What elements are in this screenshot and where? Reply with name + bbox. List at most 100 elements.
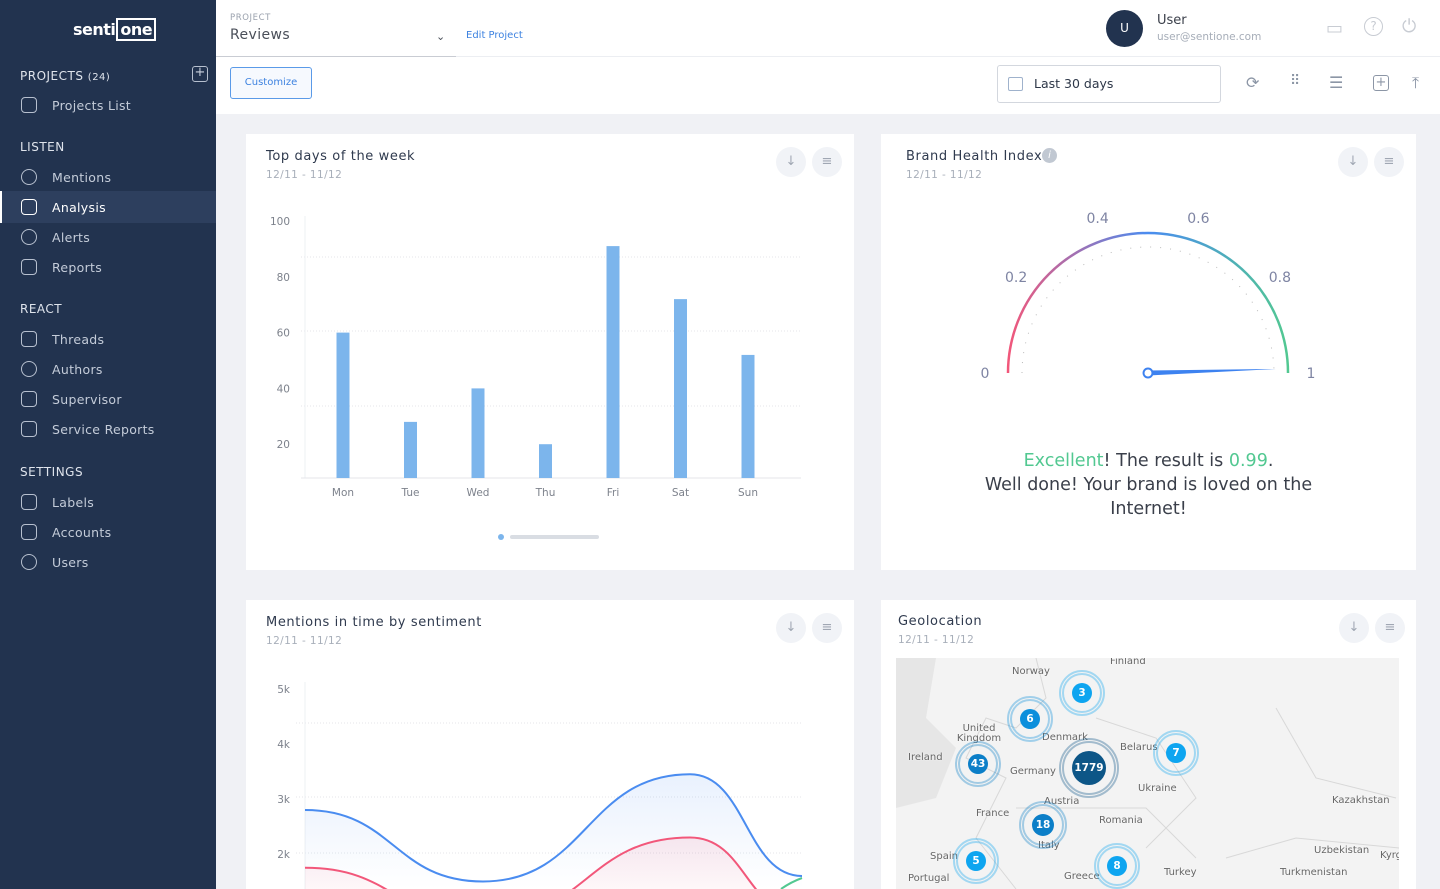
map-cluster-marker[interactable]: 43 xyxy=(968,754,988,774)
logo-box: one xyxy=(116,18,157,41)
pager-dot[interactable] xyxy=(498,534,504,540)
cluster-halo xyxy=(953,838,999,884)
map-label-greece: Greece xyxy=(1064,871,1100,882)
cluster-halo xyxy=(1153,730,1199,776)
star-circle-icon xyxy=(21,361,37,377)
map-cluster-marker[interactable]: 8 xyxy=(1107,856,1127,876)
sea-area xyxy=(896,658,956,808)
sidebar-item-label: Accounts xyxy=(52,524,112,540)
message-line2: Well done! Your brand is loved on the In… xyxy=(984,475,1313,519)
map-cluster-marker[interactable]: 3 xyxy=(1072,683,1092,703)
edit-project-link[interactable]: Edit Project xyxy=(466,30,523,41)
sidebar-item-projects-list[interactable]: Projects List xyxy=(0,89,216,121)
y-tick-label: 60 xyxy=(277,328,290,340)
filter-sliders-icon[interactable]: ☰ xyxy=(1329,73,1344,92)
bar-sun xyxy=(741,354,755,478)
map-cluster-marker[interactable]: 1779 xyxy=(1072,751,1106,785)
y-tick-label: 40 xyxy=(277,383,290,395)
sidebar-item-threads[interactable]: Threads xyxy=(0,323,216,355)
gauge-arc xyxy=(1006,231,1290,374)
sidebar: senti one PROJECTS (24) + Projects List L… xyxy=(0,0,216,889)
key-icon xyxy=(21,524,37,540)
settings-sliders-icon[interactable]: ≡ xyxy=(812,147,842,177)
map-label-kyrg: Kyrg xyxy=(1380,850,1399,861)
header-divider xyxy=(456,56,1440,57)
map-cluster-marker[interactable]: 5 xyxy=(966,851,986,871)
y-tick-label: 3k xyxy=(277,794,291,806)
grid-icon[interactable]: ⠿ xyxy=(1290,73,1300,89)
x-tick-label: Mon xyxy=(332,487,354,499)
help-icon[interactable]: ? xyxy=(1364,17,1383,36)
chevron-down-icon[interactable]: ⌄ xyxy=(436,30,446,43)
map-label-ukraine: Ukraine xyxy=(1138,783,1177,794)
customize-button[interactable]: Customize xyxy=(230,67,312,99)
add-widget-icon[interactable]: + xyxy=(1373,75,1389,91)
map-label-germany: Germany xyxy=(1010,766,1056,777)
top-days-card: Top days of the week 12/11 - 11/12 ↓ ≡ 1… xyxy=(246,134,854,570)
geolocation-map[interactable]: Finland Norway Denmark United Kingdom Irelan… xyxy=(896,658,1399,889)
chart-scrollbar[interactable] xyxy=(510,535,599,539)
sidebar-item-alerts[interactable]: Alerts xyxy=(0,221,216,253)
settings-sliders-icon[interactable]: ≡ xyxy=(1375,613,1405,643)
map-label-france: France xyxy=(976,808,1010,819)
card-date: 12/11 - 11/12 xyxy=(266,635,343,647)
sidebar-item-authors[interactable]: Authors xyxy=(0,353,216,385)
refresh-icon[interactable]: ⟳ xyxy=(1246,73,1260,92)
sidebar-item-labels[interactable]: Labels xyxy=(0,486,216,518)
brand-health-card: Brand Health Index i 12/11 - 11/12 ↓ ≡ xyxy=(881,134,1416,570)
sidebar-item-label: Alerts xyxy=(52,229,91,245)
map-cluster-marker[interactable]: 7 xyxy=(1166,743,1186,763)
message-end: . xyxy=(1267,451,1274,471)
cluster-halo xyxy=(1007,696,1053,742)
avatar[interactable]: U xyxy=(1106,10,1143,47)
gauge-tick-label: 0.4 xyxy=(1086,211,1108,227)
rating-word: Excellent xyxy=(1023,451,1104,471)
user-email: user@sentione.com xyxy=(1157,31,1262,43)
mentions-time-card: Mentions in time by sentiment 12/11 - 11… xyxy=(246,600,854,889)
map-label-norway: Norway xyxy=(1012,666,1050,677)
sentione-logo[interactable]: senti one xyxy=(73,18,157,41)
gauge-needle xyxy=(1147,368,1276,376)
sidebar-item-service-reports[interactable]: Service Reports xyxy=(0,413,216,445)
download-icon[interactable]: ↓ xyxy=(776,613,806,643)
map-label-turkmenistan: Turkmenistan xyxy=(1280,867,1348,878)
series-area xyxy=(305,837,802,889)
download-icon[interactable]: ↓ xyxy=(1338,147,1368,177)
date-range-picker[interactable]: Last 30 days xyxy=(997,65,1221,103)
sidebar-item-label: Threads xyxy=(52,331,105,347)
x-tick-label: Tue xyxy=(401,487,420,499)
sidebar-item-supervisor[interactable]: Supervisor xyxy=(0,383,216,415)
download-icon[interactable]: ↓ xyxy=(1339,613,1369,643)
x-tick-label: Sun xyxy=(738,487,758,499)
calendar-icon xyxy=(1008,77,1023,91)
reports-icon xyxy=(21,259,37,275)
bar-thu xyxy=(539,444,552,478)
download-icon[interactable]: ↓ xyxy=(776,147,806,177)
sidebar-item-mentions[interactable]: Mentions xyxy=(0,161,216,193)
power-icon[interactable]: ⏻ xyxy=(1402,16,1417,37)
sidebar-item-reports[interactable]: Reports xyxy=(0,251,216,283)
sidebar-item-analysis[interactable]: Analysis xyxy=(0,191,216,223)
sidebar-section-react: REACT xyxy=(20,302,63,316)
bar-sat xyxy=(674,299,687,478)
bar-chart-icon xyxy=(21,199,37,215)
date-range-value: Last 30 days xyxy=(1034,76,1114,91)
y-tick-label: 4k xyxy=(277,739,291,751)
top-bar: PROJECT Reviews ⌄ Edit Project Customize… xyxy=(216,0,1440,114)
project-select[interactable]: Reviews xyxy=(230,27,291,43)
inbox-icon[interactable]: ▭ xyxy=(1326,18,1344,39)
projects-label: PROJECTS xyxy=(20,69,84,83)
line-chart: 5k 4k 3k 2k xyxy=(277,682,803,889)
x-tick-label: Sat xyxy=(672,487,689,499)
sidebar-item-users[interactable]: Users xyxy=(0,546,216,578)
export-icon[interactable]: ⤒ xyxy=(1412,73,1420,92)
map-cluster-marker[interactable]: 18 xyxy=(1032,814,1054,836)
project-label: PROJECT xyxy=(230,13,271,23)
add-project-button[interactable]: + xyxy=(192,66,208,82)
info-icon[interactable]: i xyxy=(1042,148,1057,163)
map-label-turkey: Turkey xyxy=(1164,867,1197,878)
sidebar-item-accounts[interactable]: Accounts xyxy=(0,516,216,548)
settings-sliders-icon[interactable]: ≡ xyxy=(812,613,842,643)
map-cluster-marker[interactable]: 6 xyxy=(1020,709,1040,729)
settings-sliders-icon[interactable]: ≡ xyxy=(1374,147,1404,177)
